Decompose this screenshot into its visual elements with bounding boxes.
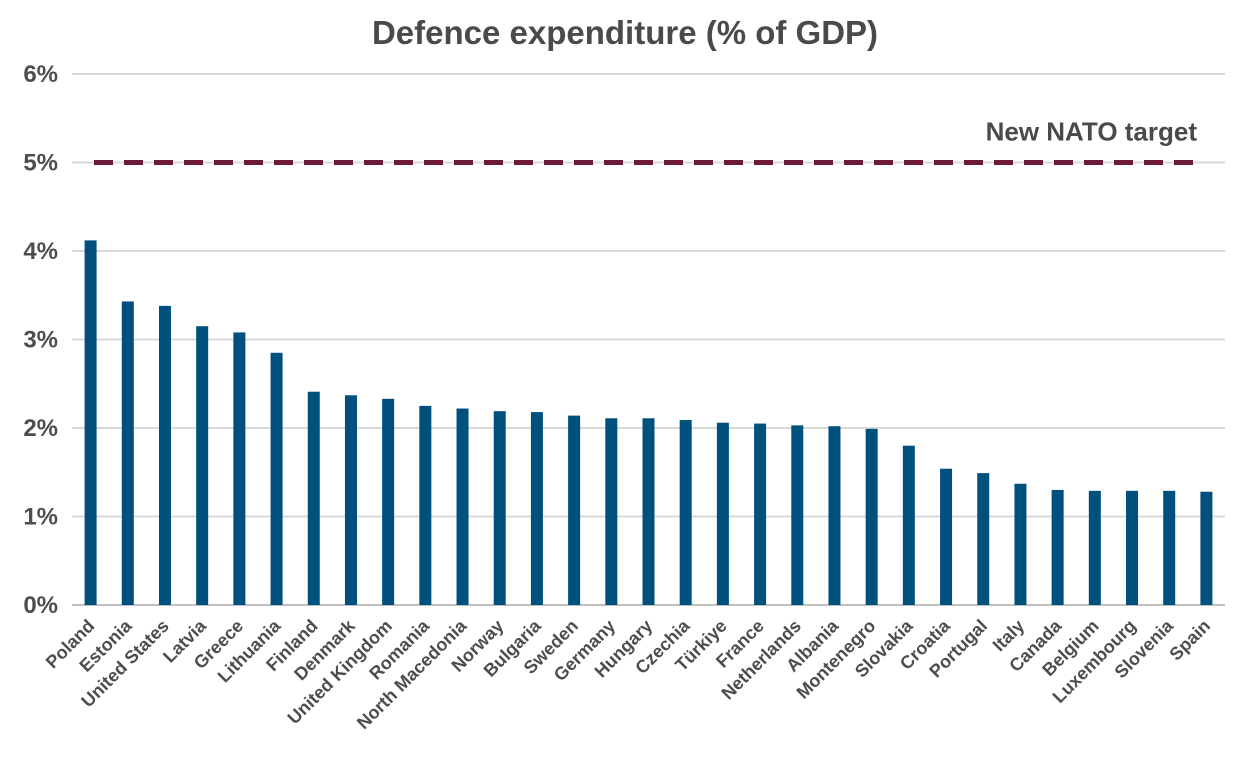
bar [158,305,171,605]
bar [382,398,395,605]
bar [1051,489,1064,605]
chart-title: Defence expenditure (% of GDP) [371,14,879,51]
bars [84,240,1213,605]
bar [679,420,692,605]
bar [493,411,506,605]
bar [233,332,246,605]
bar [754,423,767,605]
bar [568,415,581,605]
bar [605,418,618,605]
bar [84,240,97,605]
bar [530,412,543,605]
bar [902,445,915,605]
x-tick-label: Spain [1165,616,1214,665]
reference-line-label: New NATO target [986,117,1198,147]
bar [1200,491,1213,605]
bar [828,426,841,605]
bar [121,301,134,605]
bar [456,408,469,605]
bar [642,418,655,605]
bar [791,425,804,605]
bar [716,422,729,605]
bar [1014,483,1027,605]
y-axis-ticks: 0% 1% 2% 3% 4% 5% 6% [23,61,58,619]
y-tick-label: 1% [23,504,58,531]
bar [1088,490,1101,605]
reference-line-group: New NATO target [94,117,1203,165]
bar [940,468,953,605]
y-tick-label: 0% [23,592,58,619]
bar [1163,490,1176,605]
y-tick-label: 3% [23,327,58,354]
y-tick-label: 6% [23,61,58,88]
y-tick-label: 4% [23,238,58,265]
bar [865,428,878,605]
bar [1126,490,1139,605]
y-tick-label: 2% [23,415,58,442]
bar [419,405,432,605]
bar [977,473,990,605]
bar [270,352,283,605]
bar [307,391,320,605]
bar [196,326,209,605]
bar [344,395,357,605]
y-tick-label: 5% [23,150,58,177]
